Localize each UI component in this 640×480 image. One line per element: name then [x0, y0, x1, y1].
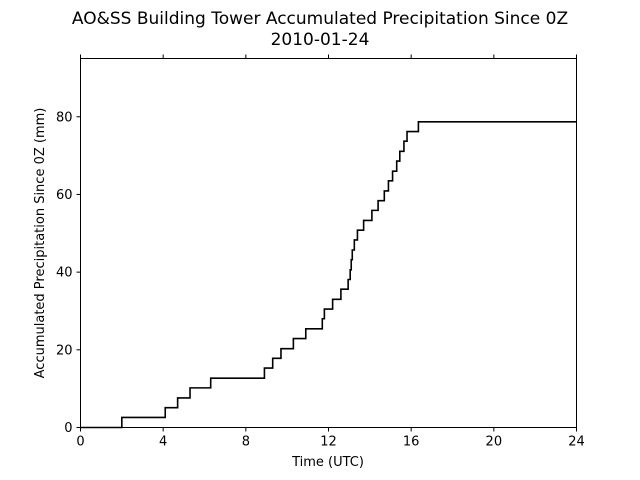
- x-tick-label: 12: [320, 435, 337, 450]
- plot-frame: [80, 58, 577, 428]
- chart-subtitle: 2010-01-24: [271, 30, 370, 50]
- x-tick-label: 16: [403, 435, 420, 450]
- y-tick-label: 20: [56, 343, 73, 358]
- x-tick-label: 20: [486, 435, 503, 450]
- axis-tick-labels: 0 4 8 12 16 20 24 0 20 40 60 80: [56, 110, 585, 449]
- precipitation-series-line: [80, 121, 577, 429]
- axis-ticks: [76, 54, 577, 432]
- x-tick-label: 4: [159, 435, 167, 450]
- x-tick-label: 8: [242, 435, 250, 450]
- y-axis-label: Accumulated Precipitation Since 0Z (mm): [33, 108, 48, 379]
- y-tick-label: 40: [56, 266, 73, 281]
- y-tick-label: 0: [64, 421, 72, 436]
- x-tick-label: 0: [76, 435, 84, 450]
- x-axis-label: Time (UTC): [291, 455, 364, 470]
- y-tick-label: 60: [56, 188, 73, 203]
- x-tick-label: 24: [568, 435, 585, 450]
- chart-title: AO&SS Building Tower Accumulated Precipi…: [72, 9, 568, 29]
- y-tick-label: 80: [56, 110, 73, 125]
